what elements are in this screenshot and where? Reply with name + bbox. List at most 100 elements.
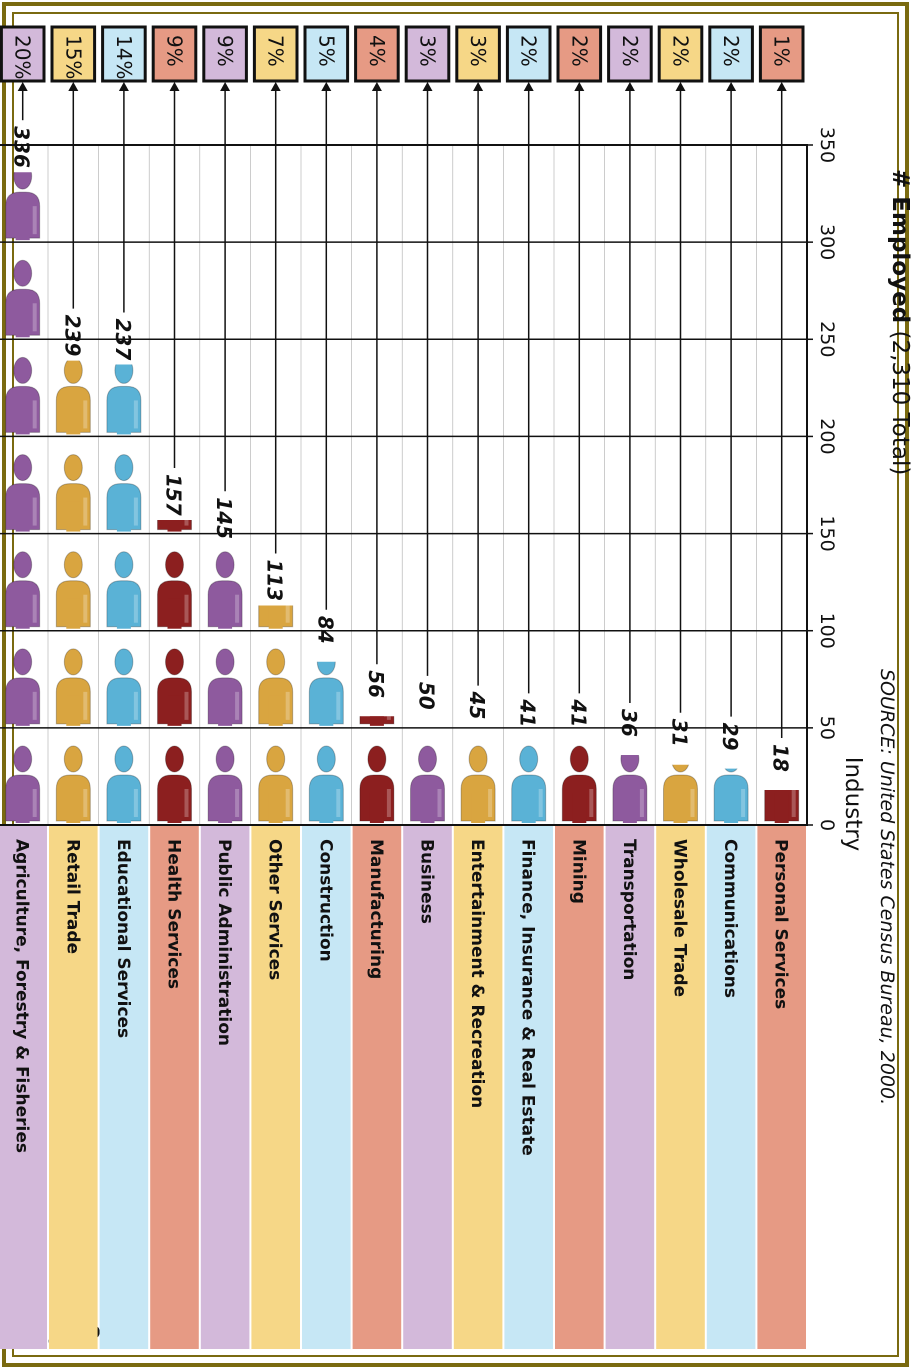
person-highlight <box>133 400 138 429</box>
x-tick-label: 50 <box>816 716 838 740</box>
person-head <box>114 454 134 482</box>
percent-box <box>101 25 147 83</box>
value-label: 237 <box>111 319 135 361</box>
value-label: 41 <box>516 698 540 727</box>
category-label: Entertainment & Recreation <box>467 839 487 1108</box>
category-label: Health Services <box>164 839 184 989</box>
person-highlight <box>32 206 37 235</box>
pictogram-bar <box>308 661 344 823</box>
person-legs <box>319 695 334 726</box>
category-label-bg <box>453 825 503 1349</box>
person-legs <box>15 501 30 532</box>
person-highlight <box>184 519 189 526</box>
person-highlight <box>32 594 37 623</box>
category-label: Other Services <box>265 839 285 980</box>
leader-arrow <box>422 82 433 91</box>
x-tick-label: 250 <box>816 321 838 357</box>
person-legs <box>66 695 81 726</box>
category-label: Business <box>417 839 437 924</box>
pictogram-bar <box>612 755 648 823</box>
percent-box <box>505 25 552 83</box>
person-legs <box>167 519 182 532</box>
person-highlight <box>336 691 341 720</box>
percent-box <box>202 25 248 83</box>
percent-box <box>556 25 603 83</box>
person-legs <box>116 598 131 629</box>
category-label: Manufacturing <box>366 839 386 979</box>
percent-label: 20% <box>11 35 35 79</box>
person-head <box>418 745 437 773</box>
person-highlight <box>386 716 391 720</box>
category-label: Public Administration <box>214 839 234 1046</box>
source-note: SOURCE: United States Census Bureau, 200… <box>876 669 898 1105</box>
person-highlight <box>83 691 88 720</box>
person-legs <box>521 793 536 823</box>
category-label-bg <box>656 825 705 1349</box>
leader-arrow <box>574 82 585 91</box>
person-highlight <box>791 790 796 817</box>
percent-box <box>252 25 299 83</box>
person-highlight <box>639 789 644 817</box>
person-legs <box>319 793 334 823</box>
person-legs <box>218 598 233 629</box>
person-legs <box>420 793 435 823</box>
person-legs <box>724 793 739 823</box>
person-legs <box>268 793 283 823</box>
category-label-bg <box>99 825 149 1349</box>
person-head <box>13 454 33 482</box>
person-highlight <box>235 594 240 623</box>
value-label: 36 <box>617 709 641 737</box>
value-label: 45 <box>465 691 489 720</box>
category-label-bg <box>403 825 452 1349</box>
category-label-bg <box>49 825 98 1349</box>
person-head <box>316 661 336 676</box>
leader-arrow <box>220 82 231 91</box>
person-highlight <box>32 497 37 526</box>
leader-arrow <box>675 82 686 91</box>
percent-box <box>303 25 350 83</box>
y-axis-title: Industry <box>840 757 866 852</box>
rows-layer: Agriculture, Forestry & Fisheries 20% Reta… <box>0 25 806 1349</box>
value-label: 56 <box>364 670 388 698</box>
category-label-bg <box>0 825 47 1349</box>
person-head <box>215 648 235 676</box>
pictogram-bar <box>460 745 496 823</box>
person-highlight <box>538 789 543 817</box>
leader-arrow <box>523 82 534 91</box>
person-highlight <box>133 594 138 623</box>
person-legs <box>15 793 30 823</box>
value-label: 41 <box>566 698 590 727</box>
person-head <box>63 551 83 579</box>
leader-arrow <box>776 82 787 91</box>
person-legs <box>167 695 182 726</box>
person-head <box>13 259 33 287</box>
person-highlight <box>437 789 442 817</box>
leader-arrow <box>726 82 737 91</box>
person-head <box>165 551 184 579</box>
person-head <box>13 551 33 579</box>
person-legs <box>471 793 486 823</box>
percent-box <box>607 25 653 83</box>
person-legs <box>66 404 81 435</box>
value-label: 18 <box>769 744 793 772</box>
person-legs <box>218 793 233 823</box>
x-axis-ticks: 0 50 100 150 200 250 300 350 <box>807 127 838 831</box>
x-axis-title-bold: # Employed <box>887 169 911 323</box>
category-label-bg <box>706 825 756 1349</box>
pictogram-bar <box>258 605 294 823</box>
leader-arrow <box>270 82 281 91</box>
percent-box <box>151 25 198 83</box>
person-legs <box>15 598 30 629</box>
person-legs <box>774 793 789 823</box>
person-head <box>165 648 184 676</box>
person-highlight <box>133 789 138 817</box>
percent-label: 2% <box>719 35 743 67</box>
percent-label: 9% <box>213 35 237 67</box>
x-tick-label: 300 <box>816 224 838 260</box>
percent-label: 1% <box>770 35 794 67</box>
person-head <box>63 648 83 676</box>
person-legs <box>116 695 131 726</box>
x-axis-title: # Employed (2,310 Total) <box>887 169 911 475</box>
percent-box <box>0 25 46 83</box>
